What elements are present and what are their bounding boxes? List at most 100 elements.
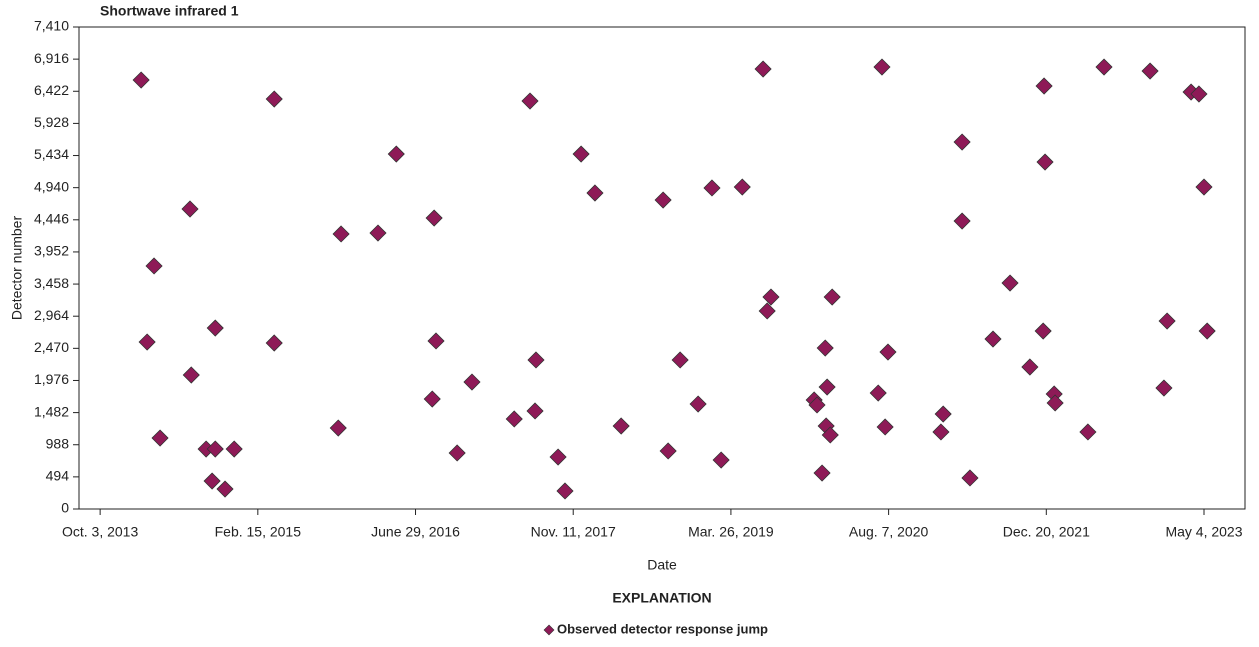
point [526,402,544,420]
point [671,351,689,369]
point [329,419,347,437]
point [586,184,604,202]
point [425,209,443,227]
point [733,178,751,196]
point [1034,322,1052,340]
point [879,343,897,361]
x-axis-label: Date [647,557,677,573]
point [225,440,243,458]
point [265,334,283,352]
y-tick-label: 7,410 [34,18,69,34]
point [181,200,199,218]
point [1190,85,1208,103]
point [182,366,200,384]
point [556,482,574,500]
point [427,332,445,350]
point [549,448,567,466]
y-tick-label: 5,434 [34,146,69,162]
point [818,378,836,396]
point [332,225,350,243]
point [816,339,834,357]
y-tick-label: 0 [61,500,69,516]
x-tick-label: May 4, 2023 [1165,524,1242,540]
point [203,472,221,490]
x-tick-label: Dec. 20, 2021 [1003,524,1090,540]
point [138,333,156,351]
point [448,444,466,462]
point [712,451,730,469]
point [132,71,150,89]
point [206,319,224,337]
point [1046,394,1064,412]
x-tick-label: Nov. 11, 2017 [531,524,616,540]
point [1155,379,1173,397]
y-tick-label: 5,928 [34,114,69,130]
point [703,179,721,197]
point [659,442,677,460]
point [984,330,1002,348]
point [1035,77,1053,95]
legend-label: Observed detector response jump [557,621,768,636]
point [934,405,952,423]
point [953,212,971,230]
plot-frame [78,26,1246,510]
point [754,60,772,78]
point [1079,423,1097,441]
point [873,58,891,76]
point [265,90,283,108]
point [869,384,887,402]
point [876,418,894,436]
point [612,417,630,435]
point [932,423,950,441]
y-tick-label: 4,446 [34,211,69,227]
point [1198,322,1216,340]
y-tick-label: 3,458 [34,275,69,291]
point [527,351,545,369]
y-tick-label: 1,976 [34,371,69,387]
point [654,191,672,209]
point [216,480,234,498]
point [387,145,405,163]
x-tick-label: Feb. 15, 2015 [215,524,302,540]
legend-title: EXPLANATION [612,590,711,606]
legend-marker [543,624,555,636]
point [821,426,839,444]
point [145,257,163,275]
point [953,133,971,151]
point [762,288,780,306]
point [1021,358,1039,376]
point [1158,312,1176,330]
point [151,429,169,447]
point [1195,178,1213,196]
point [758,302,776,320]
y-axis-label: Detector number [9,216,25,321]
chart-title: Shortwave infrared 1 [100,3,239,19]
point [1036,153,1054,171]
y-tick-label: 4,940 [34,178,69,194]
point [206,440,224,458]
point [823,288,841,306]
point [689,395,707,413]
point [1141,62,1159,80]
y-tick-label: 988 [46,435,70,451]
point [1095,58,1113,76]
y-tick-label: 2,964 [34,307,69,323]
y-tick-label: 494 [46,468,70,484]
point [572,145,590,163]
point [463,373,481,391]
point [369,224,387,242]
y-tick-label: 2,470 [34,339,69,355]
point [505,410,523,428]
x-tick-label: Oct. 3, 2013 [62,524,138,540]
y-tick-label: 3,952 [34,243,69,259]
x-tick-label: June 29, 2016 [371,524,460,540]
point [808,396,826,414]
point [521,92,539,110]
point [423,390,441,408]
y-tick-label: 6,916 [34,50,69,66]
y-tick-label: 1,482 [34,403,69,419]
y-tick-label: 6,422 [34,82,69,98]
point [813,464,831,482]
point [961,469,979,487]
